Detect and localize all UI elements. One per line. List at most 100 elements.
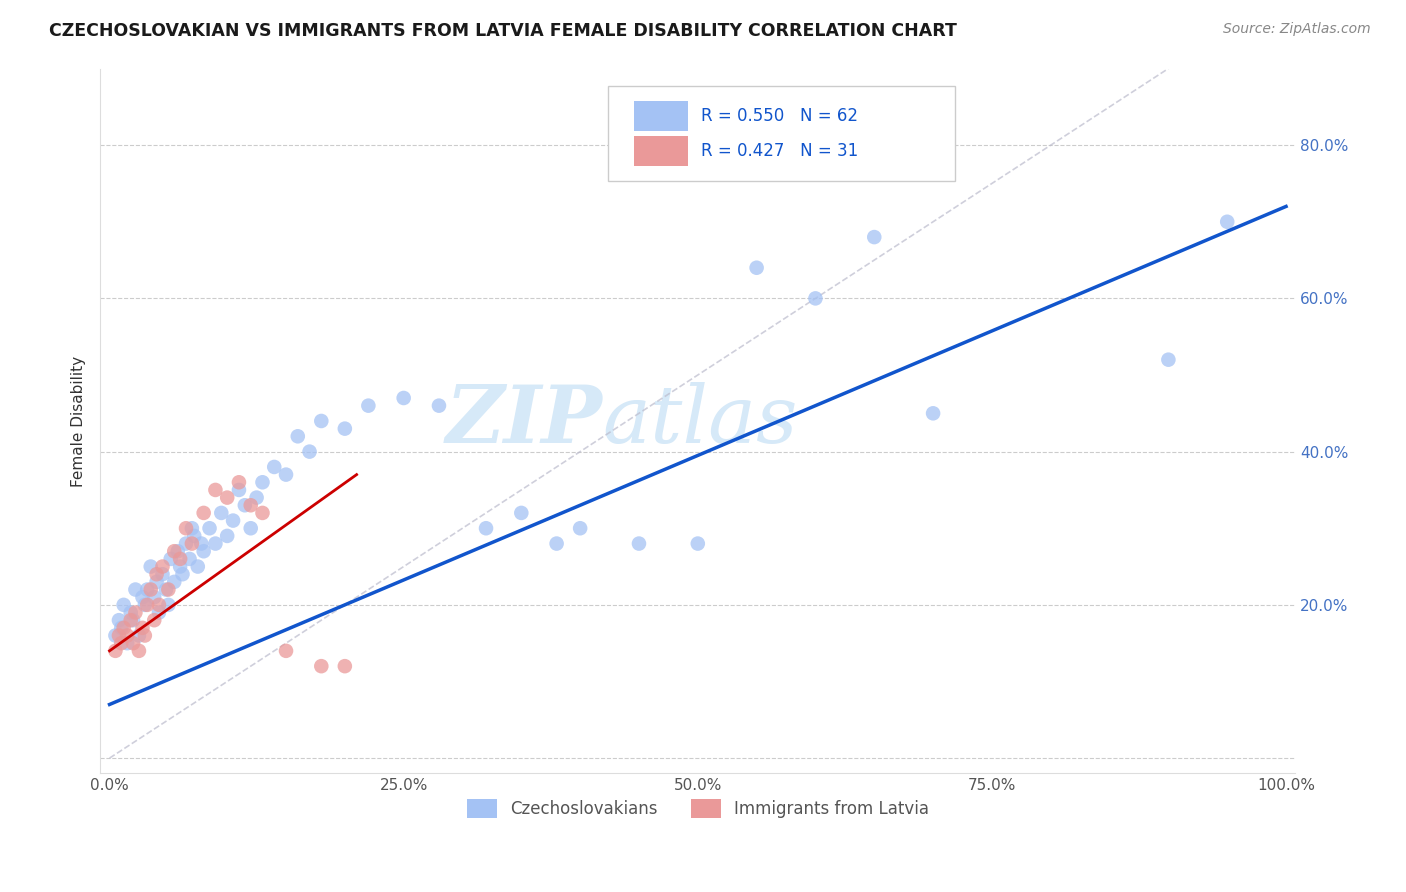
- Point: [163, 574, 186, 589]
- FancyBboxPatch shape: [634, 101, 688, 130]
- Text: R = 0.550   N = 62: R = 0.550 N = 62: [702, 107, 859, 125]
- Point: [163, 544, 186, 558]
- Point: [217, 529, 239, 543]
- Text: ZIP: ZIP: [446, 383, 602, 459]
- Point: [252, 506, 274, 520]
- Point: [157, 598, 180, 612]
- Point: [131, 591, 153, 605]
- Point: [174, 521, 197, 535]
- Point: [193, 506, 215, 520]
- Point: [392, 391, 415, 405]
- Point: [193, 544, 215, 558]
- Point: [124, 606, 146, 620]
- Point: [204, 536, 226, 550]
- Text: Source: ZipAtlas.com: Source: ZipAtlas.com: [1223, 22, 1371, 37]
- Point: [148, 606, 170, 620]
- Point: [152, 559, 174, 574]
- FancyBboxPatch shape: [634, 136, 688, 166]
- Point: [110, 636, 132, 650]
- Point: [311, 659, 333, 673]
- Point: [131, 621, 153, 635]
- Point: [104, 644, 127, 658]
- Point: [134, 598, 156, 612]
- Point: [1216, 215, 1239, 229]
- Point: [172, 567, 194, 582]
- Point: [112, 621, 135, 635]
- Point: [217, 491, 239, 505]
- Point: [139, 559, 162, 574]
- Point: [228, 475, 250, 490]
- Point: [187, 559, 209, 574]
- Point: [120, 613, 142, 627]
- Point: [108, 628, 131, 642]
- Point: [745, 260, 768, 275]
- Point: [166, 544, 188, 558]
- Point: [510, 506, 533, 520]
- Point: [169, 559, 191, 574]
- Point: [198, 521, 221, 535]
- Text: CZECHOSLOVAKIAN VS IMMIGRANTS FROM LATVIA FEMALE DISABILITY CORRELATION CHART: CZECHOSLOVAKIAN VS IMMIGRANTS FROM LATVI…: [49, 22, 957, 40]
- Point: [228, 483, 250, 497]
- Point: [124, 582, 146, 597]
- Legend: Czechoslovakians, Immigrants from Latvia: Czechoslovakians, Immigrants from Latvia: [460, 792, 936, 825]
- Point: [115, 636, 138, 650]
- Point: [180, 536, 202, 550]
- Point: [143, 591, 166, 605]
- Point: [110, 621, 132, 635]
- Point: [863, 230, 886, 244]
- Text: R = 0.427   N = 31: R = 0.427 N = 31: [702, 142, 859, 160]
- Point: [120, 606, 142, 620]
- Y-axis label: Female Disability: Female Disability: [72, 355, 86, 486]
- Point: [122, 613, 145, 627]
- Point: [155, 582, 177, 597]
- Point: [239, 521, 262, 535]
- Point: [190, 536, 212, 550]
- Point: [145, 567, 167, 582]
- Point: [252, 475, 274, 490]
- Point: [274, 644, 297, 658]
- Point: [922, 406, 945, 420]
- Point: [239, 498, 262, 512]
- Point: [179, 552, 201, 566]
- Point: [104, 628, 127, 642]
- Point: [134, 628, 156, 642]
- Point: [263, 459, 285, 474]
- Point: [333, 659, 356, 673]
- Point: [143, 613, 166, 627]
- Point: [180, 521, 202, 535]
- Point: [169, 552, 191, 566]
- Point: [233, 498, 256, 512]
- Point: [174, 536, 197, 550]
- FancyBboxPatch shape: [609, 87, 955, 181]
- Point: [274, 467, 297, 482]
- Point: [148, 598, 170, 612]
- Point: [569, 521, 592, 535]
- Point: [145, 574, 167, 589]
- Point: [108, 613, 131, 627]
- Point: [298, 444, 321, 458]
- Point: [204, 483, 226, 497]
- Point: [115, 628, 138, 642]
- Point: [804, 292, 827, 306]
- Point: [128, 628, 150, 642]
- Point: [222, 514, 245, 528]
- Point: [112, 598, 135, 612]
- Point: [427, 399, 450, 413]
- Point: [1157, 352, 1180, 367]
- Point: [357, 399, 380, 413]
- Point: [209, 506, 232, 520]
- Point: [122, 636, 145, 650]
- Point: [287, 429, 309, 443]
- Point: [686, 536, 709, 550]
- Point: [139, 582, 162, 597]
- Point: [159, 552, 181, 566]
- Point: [546, 536, 568, 550]
- Point: [475, 521, 498, 535]
- Point: [136, 598, 159, 612]
- Point: [157, 582, 180, 597]
- Point: [333, 422, 356, 436]
- Point: [152, 567, 174, 582]
- Point: [311, 414, 333, 428]
- Point: [136, 582, 159, 597]
- Point: [128, 644, 150, 658]
